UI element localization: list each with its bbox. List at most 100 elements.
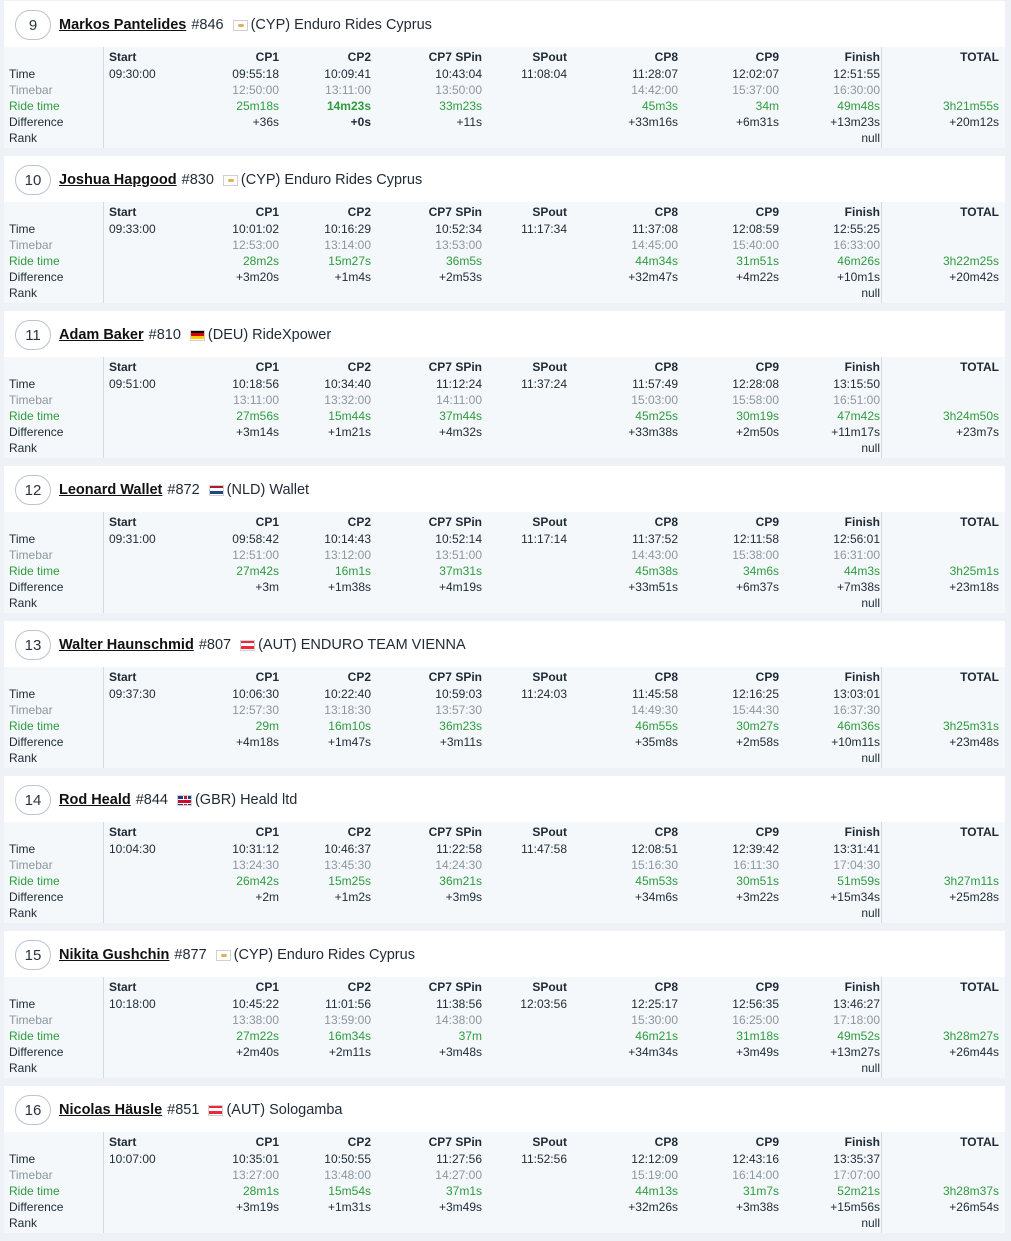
rider-team: ENDURO TEAM VIENNA <box>300 637 466 653</box>
time-value: 12:03:56 <box>520 997 567 1011</box>
ride-time-value: 25m18s <box>236 99 279 113</box>
difference-label: Difference <box>9 735 64 749</box>
column-header: SPout <box>532 670 567 684</box>
difference-value: +1m21s <box>327 425 371 439</box>
rider-name-link[interactable]: Markos Pantelides <box>59 17 187 33</box>
timebar-value: 16:37:30 <box>833 703 880 717</box>
column-header: TOTAL <box>960 670 999 684</box>
difference-value: +3m19s <box>235 1200 279 1214</box>
ride-time-value: 37m1s <box>445 1184 482 1198</box>
rider-team: RideXpower <box>252 327 332 343</box>
column-header: CP8 <box>654 825 678 839</box>
difference-value: +7m38s <box>836 580 880 594</box>
time-label: Time <box>9 687 36 701</box>
rider-header: 9 Markos Pantelides #846 (CYP) Enduro Rides … <box>4 1 1005 47</box>
position-badge: 15 <box>15 940 51 970</box>
time-value: 11:38:56 <box>436 997 482 1011</box>
total-ride-time: 3h24m50s <box>942 409 999 423</box>
difference-value: +3m49s <box>438 1200 482 1214</box>
column-header: SPout <box>532 50 567 64</box>
ride-time-value: 44m34s <box>635 254 678 268</box>
timebar-value: 14:38:00 <box>435 1013 482 1027</box>
rider-name-link[interactable]: Joshua Hapgood <box>59 172 177 188</box>
total-ride-time: 3h28m37s <box>942 1184 999 1198</box>
difference-value: +0s <box>350 115 371 129</box>
rider-header: 11 Adam Baker #810 (DEU) RideXpower <box>4 311 1005 357</box>
column-divider <box>103 47 104 148</box>
difference-value: +32m47s <box>628 270 678 284</box>
difference-value: +15m34s <box>830 890 880 904</box>
ride-time-value: 33m23s <box>439 99 482 113</box>
ride-time-value: 44m13s <box>635 1184 678 1198</box>
timebar-value: 15:37:00 <box>732 83 779 97</box>
start-time: 09:30:00 <box>109 67 156 81</box>
column-header: SPout <box>532 205 567 219</box>
time-value: 11:12:24 <box>436 377 482 391</box>
column-header: Finish <box>844 825 880 839</box>
column-divider <box>103 512 104 613</box>
timebar-value: 15:58:00 <box>732 393 779 407</box>
position-badge: 10 <box>15 165 51 195</box>
rider-info: Leonard Wallet #872 (NLD) Wallet <box>59 480 309 500</box>
rider-card: 10 Joshua Hapgood #830 (CYP) Enduro Rides Cy… <box>4 156 1005 303</box>
column-header: CP7 SPin <box>428 360 482 374</box>
ride-time-value: 16m1s <box>334 564 371 578</box>
ride-time-value: 37m44s <box>439 409 482 423</box>
time-value: 11:52:56 <box>521 1152 567 1166</box>
ride-time-value: 44m3s <box>843 564 880 578</box>
ride-time-value: 15m44s <box>328 409 371 423</box>
rider-name-link[interactable]: Leonard Wallet <box>59 482 163 498</box>
timebar-value: 13:14:00 <box>324 238 371 252</box>
time-label: Time <box>9 842 36 856</box>
time-value: 12:56:35 <box>732 997 779 1011</box>
ride-time-value: 46m21s <box>635 1029 678 1043</box>
time-label: Time <box>9 1152 36 1166</box>
ride-time-value: 46m55s <box>635 719 678 733</box>
column-header: CP9 <box>755 515 779 529</box>
difference-value: +35m8s <box>634 735 678 749</box>
ride-time-value: 15m27s <box>328 254 371 268</box>
column-header: CP1 <box>255 1135 279 1149</box>
time-value: 11:17:14 <box>521 532 567 546</box>
timebar-value: 16:14:00 <box>732 1168 779 1182</box>
rider-name-link[interactable]: Nicolas Häusle <box>59 1102 163 1118</box>
time-value: 12:39:42 <box>732 842 779 856</box>
timebar-value: 12:57:30 <box>232 703 279 717</box>
difference-value: +4m18s <box>235 735 279 749</box>
column-header: SPout <box>532 360 567 374</box>
timebar-value: 12:53:00 <box>232 238 279 252</box>
ride-time-value: 27m42s <box>236 564 279 578</box>
timebar-value: 14:49:30 <box>631 703 678 717</box>
rank-value: null <box>861 906 880 920</box>
rider-number: #844 <box>135 792 168 808</box>
time-value: 10:22:40 <box>324 687 371 701</box>
column-header: CP8 <box>654 1135 678 1149</box>
start-time: 09:31:00 <box>109 532 156 546</box>
rider-info: Walter Haunschmid #807 (AUT) ENDURO TEAM VI… <box>59 635 466 655</box>
time-value: 11:17:34 <box>521 222 567 236</box>
rider-name-link[interactable]: Nikita Gushchin <box>59 947 170 963</box>
splits-table: Start CP1 CP2 CP7 SPin SPout CP8 CP9 Finish TOTA… <box>4 202 1005 303</box>
column-divider <box>103 667 104 768</box>
rider-name-link[interactable]: Rod Heald <box>59 792 131 808</box>
start-time: 09:37:30 <box>109 687 156 701</box>
column-header: SPout <box>532 1135 567 1149</box>
rider-name-link[interactable]: Walter Haunschmid <box>59 637 194 653</box>
ride-time-value: 28m1s <box>242 1184 279 1198</box>
column-header: SPout <box>532 980 567 994</box>
timebar-label: Timebar <box>9 393 53 407</box>
rider-header: 16 Nicolas Häusle #851 (AUT) Sologamba <box>4 1086 1005 1132</box>
ride-time-value: 16m10s <box>328 719 371 733</box>
difference-value: +36s <box>252 115 279 129</box>
column-header: CP2 <box>347 980 371 994</box>
total-difference: +23m18s <box>949 580 999 594</box>
total-ride-time: 3h21m55s <box>942 99 999 113</box>
timebar-label: Timebar <box>9 1013 53 1027</box>
difference-value: +10m1s <box>836 270 880 284</box>
time-value: 10:06:30 <box>232 687 279 701</box>
time-value: 11:01:56 <box>325 997 371 1011</box>
column-header: TOTAL <box>960 360 999 374</box>
column-header: Finish <box>844 50 880 64</box>
rider-name-link[interactable]: Adam Baker <box>59 327 144 343</box>
column-header: CP8 <box>654 360 678 374</box>
